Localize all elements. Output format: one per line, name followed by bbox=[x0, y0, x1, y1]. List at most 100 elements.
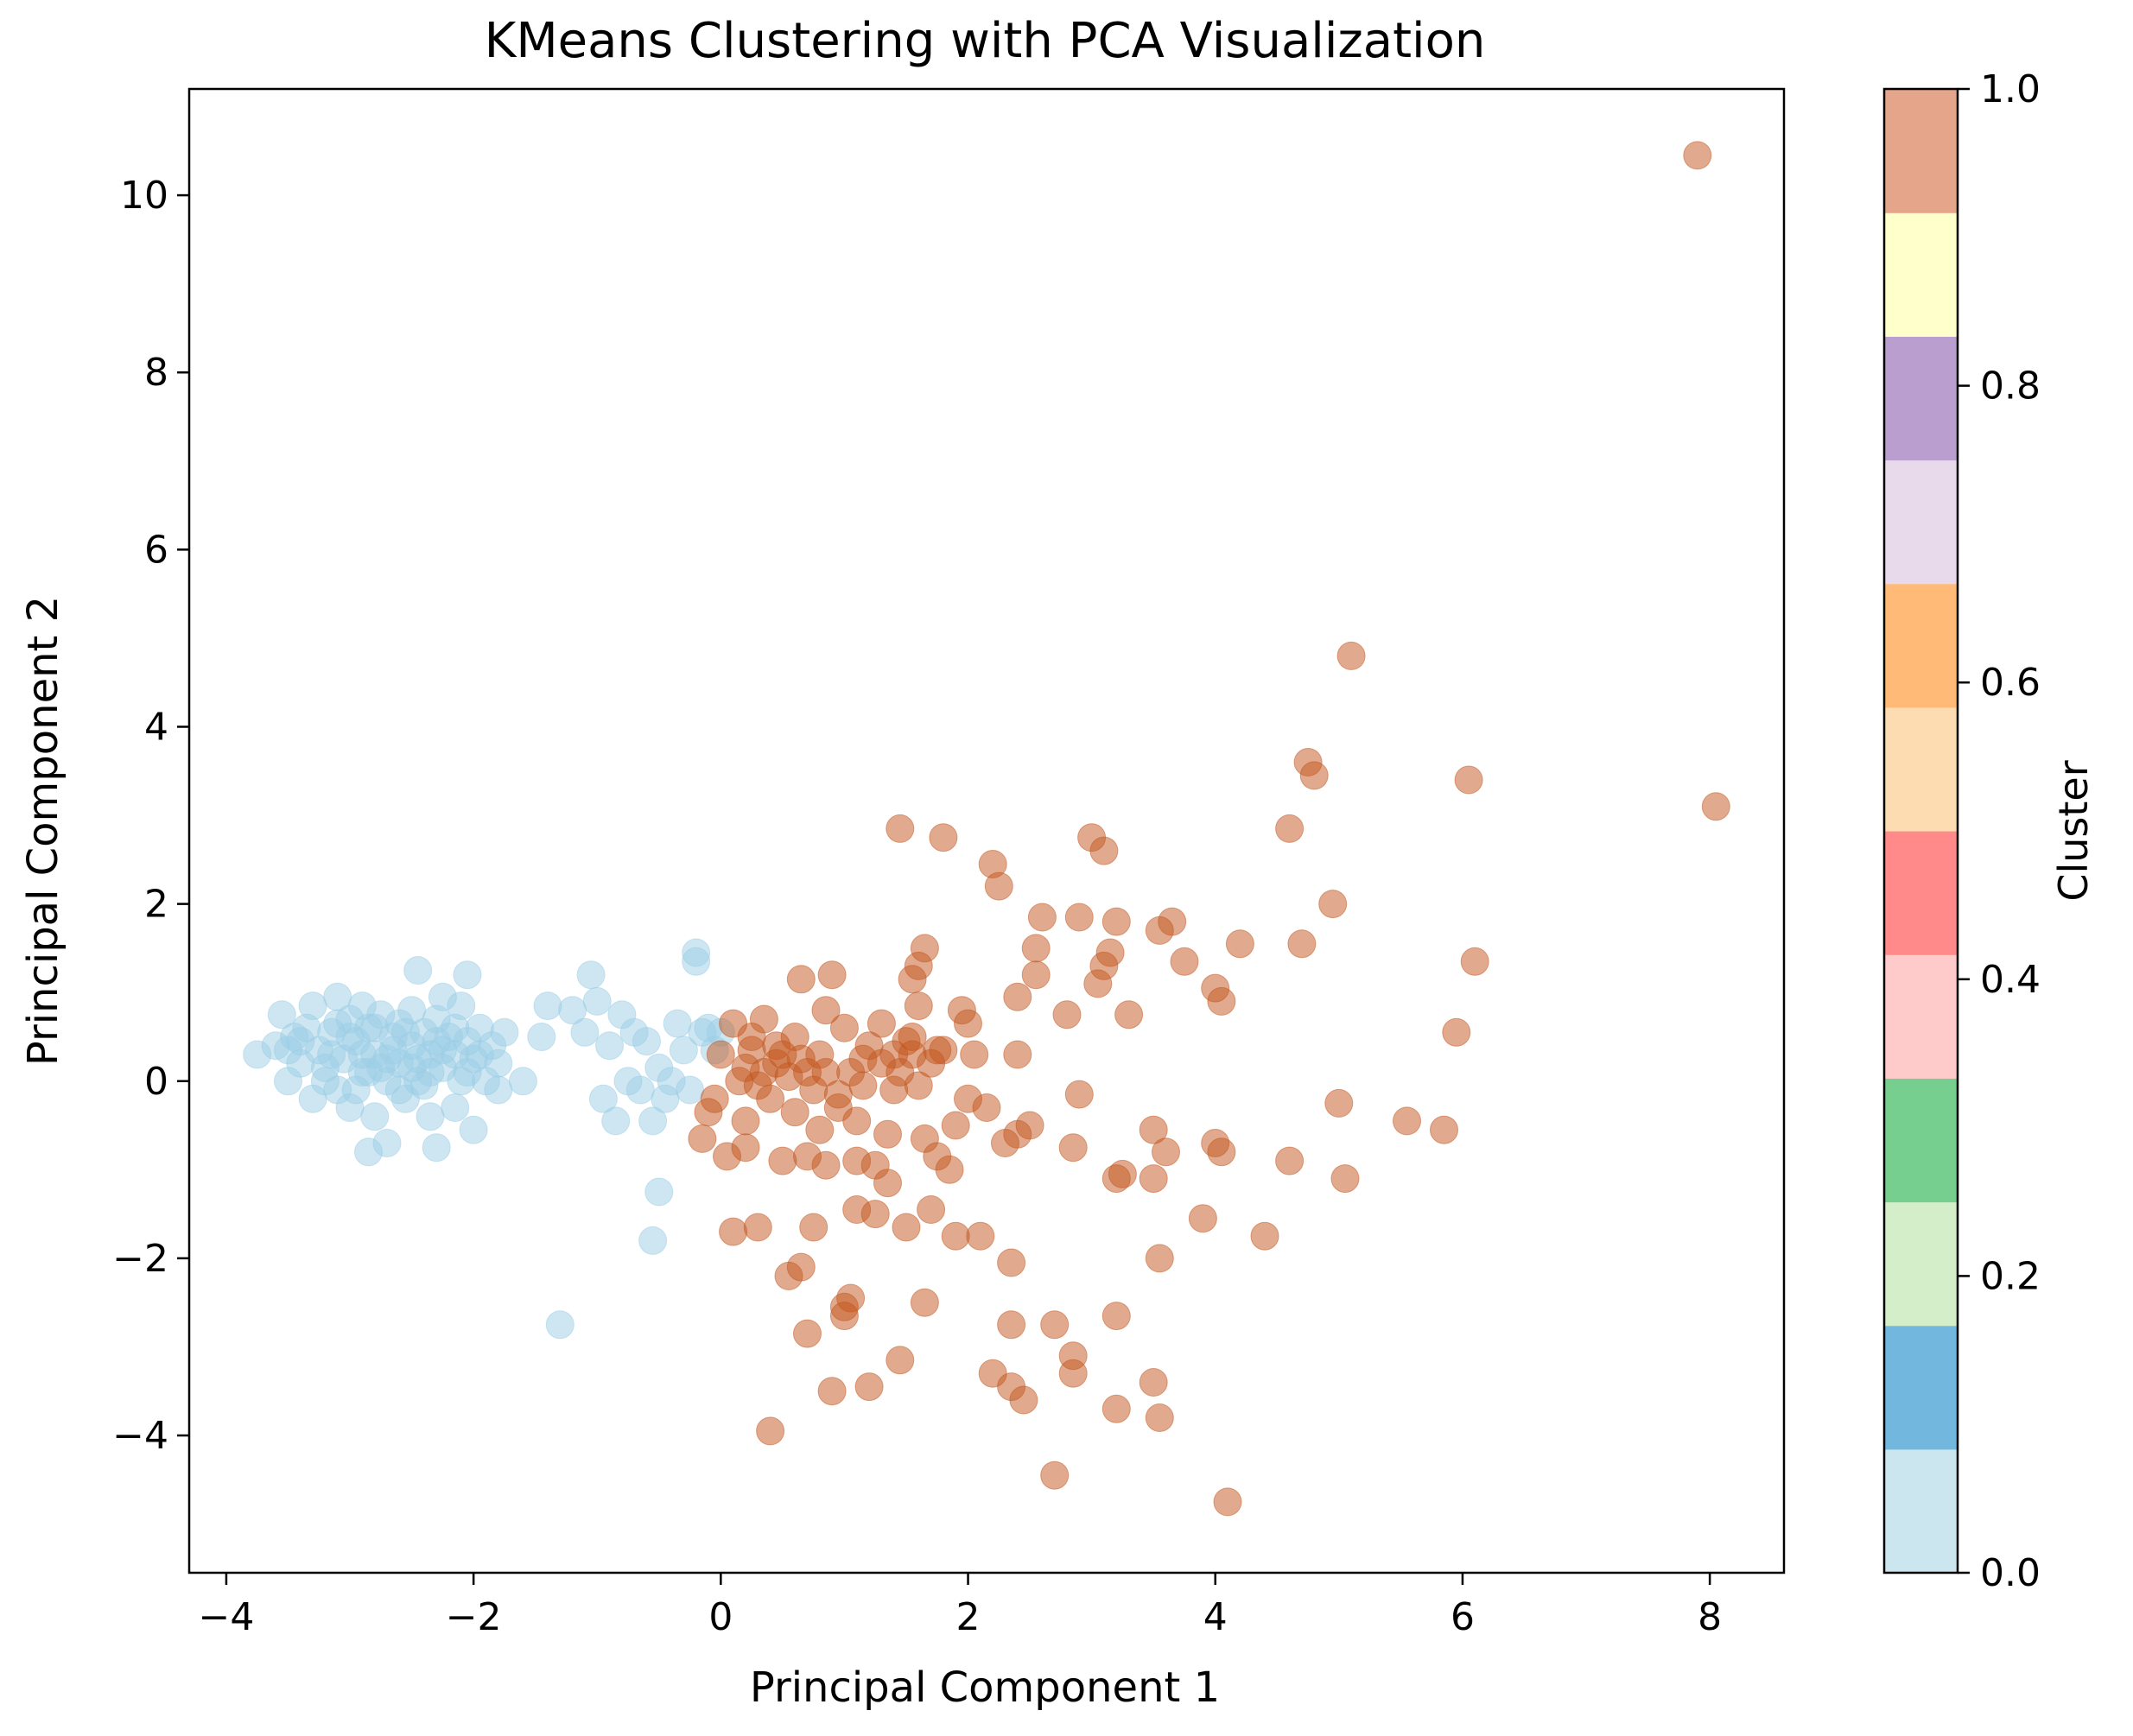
data-point-cluster-1-95 bbox=[867, 1009, 896, 1038]
data-point-cluster-1-120 bbox=[774, 1261, 803, 1290]
data-point-cluster-1-137 bbox=[688, 1124, 717, 1153]
data-point-cluster-1-66 bbox=[978, 1359, 1007, 1388]
colorbar-tick-label: 0.4 bbox=[1980, 958, 2041, 1002]
colorbar-segment-7 bbox=[1884, 583, 1958, 708]
data-point-cluster-0-7 bbox=[298, 992, 327, 1021]
data-point-cluster-0-43 bbox=[441, 1093, 470, 1122]
data-point-cluster-0-106 bbox=[465, 1040, 494, 1069]
data-point-cluster-1-4 bbox=[1299, 761, 1329, 790]
data-point-cluster-1-158 bbox=[879, 1075, 909, 1105]
colorbar-segment-11 bbox=[1884, 89, 1958, 213]
data-point-cluster-1-56 bbox=[1003, 982, 1032, 1011]
colorbar-label: Cluster bbox=[2050, 760, 2097, 901]
y-axis-ticks: −4 −2 0 2 4 6 8 10 bbox=[112, 174, 189, 1458]
data-point-cluster-1-132 bbox=[719, 1217, 748, 1246]
data-point-cluster-0-109 bbox=[422, 1027, 451, 1056]
data-point-cluster-1-57 bbox=[1003, 1040, 1032, 1069]
data-point-cluster-1-28 bbox=[1152, 1137, 1180, 1167]
colorbar-segment-8 bbox=[1884, 459, 1958, 585]
data-point-cluster-1-103 bbox=[829, 1013, 859, 1042]
data-point-cluster-1-108 bbox=[811, 996, 841, 1025]
x-axis-label: Principal Component 1 bbox=[750, 1663, 1220, 1712]
data-point-cluster-1-152 bbox=[898, 1023, 927, 1051]
data-point-cluster-1-97 bbox=[854, 1372, 884, 1402]
data-point-cluster-1-70 bbox=[954, 1084, 982, 1113]
data-point-cluster-0-108 bbox=[397, 1053, 427, 1082]
data-point-cluster-1-51 bbox=[1040, 1460, 1070, 1490]
data-point-cluster-1-31 bbox=[1139, 1368, 1168, 1397]
data-point-cluster-1-5 bbox=[1454, 765, 1483, 795]
data-point-cluster-1-60 bbox=[997, 1310, 1026, 1340]
data-point-cluster-0-54 bbox=[484, 1075, 513, 1105]
colorbar-segment-5 bbox=[1884, 831, 1958, 955]
data-point-cluster-0-62 bbox=[570, 1017, 600, 1047]
scatter-points bbox=[243, 141, 1730, 1517]
data-point-cluster-0-33 bbox=[403, 956, 433, 985]
data-point-cluster-1-91 bbox=[886, 1346, 915, 1375]
data-point-cluster-1-7 bbox=[1318, 890, 1348, 919]
data-point-cluster-1-23 bbox=[1213, 1487, 1242, 1517]
data-point-cluster-1-121 bbox=[768, 1146, 797, 1175]
data-point-cluster-0-39 bbox=[422, 1133, 451, 1163]
data-point-cluster-1-90 bbox=[886, 814, 915, 843]
data-point-cluster-1-154 bbox=[929, 1036, 958, 1065]
data-point-cluster-1-82 bbox=[898, 965, 927, 994]
data-point-cluster-1-74 bbox=[941, 1221, 970, 1251]
data-point-cluster-1-112 bbox=[805, 1115, 835, 1144]
data-point-cluster-1-159 bbox=[737, 1023, 766, 1051]
data-point-cluster-1-119 bbox=[780, 1098, 809, 1127]
x-tick-label: −4 bbox=[198, 1595, 254, 1639]
data-point-cluster-1-101 bbox=[842, 1195, 872, 1224]
data-point-cluster-1-59 bbox=[997, 1248, 1026, 1277]
data-point-cluster-0-67 bbox=[601, 1106, 631, 1136]
data-point-cluster-1-1 bbox=[1701, 792, 1730, 821]
data-point-cluster-0-83 bbox=[682, 947, 711, 976]
x-tick-label: 6 bbox=[1451, 1595, 1475, 1639]
data-point-cluster-1-86 bbox=[910, 1288, 939, 1317]
data-point-cluster-0-49 bbox=[459, 1115, 488, 1144]
data-point-cluster-1-49 bbox=[1052, 1000, 1082, 1030]
data-point-cluster-1-62 bbox=[1009, 1385, 1038, 1415]
data-point-cluster-1-22 bbox=[1188, 1204, 1217, 1233]
y-tick-label: 8 bbox=[144, 351, 168, 395]
y-tick-label: 6 bbox=[144, 528, 168, 572]
data-point-cluster-1-25 bbox=[1158, 907, 1187, 936]
colorbar-tick-label: 0.0 bbox=[1980, 1551, 2041, 1595]
chart-title: KMeans Clustering with PCA Visualization bbox=[485, 13, 1486, 69]
data-point-cluster-1-8 bbox=[1287, 929, 1317, 959]
data-point-cluster-1-71 bbox=[966, 1221, 995, 1251]
data-point-cluster-0-23 bbox=[360, 1102, 390, 1131]
data-point-cluster-1-85 bbox=[910, 1124, 939, 1153]
colorbar bbox=[1884, 89, 1958, 1574]
data-point-cluster-1-27 bbox=[1139, 1115, 1168, 1144]
y-tick-label: 4 bbox=[144, 705, 168, 749]
data-point-cluster-1-116 bbox=[786, 965, 816, 994]
data-point-cluster-1-18 bbox=[1275, 1146, 1305, 1175]
data-point-cluster-1-146 bbox=[823, 1093, 853, 1122]
data-point-cluster-1-54 bbox=[1021, 960, 1051, 990]
data-point-cluster-1-72 bbox=[947, 996, 976, 1025]
colorbar-tick-label: 0.8 bbox=[1980, 364, 2041, 409]
data-point-cluster-1-53 bbox=[1021, 934, 1051, 963]
data-point-cluster-1-36 bbox=[1083, 969, 1113, 998]
data-point-cluster-1-157 bbox=[756, 1084, 785, 1113]
data-point-cluster-1-133 bbox=[713, 1142, 741, 1171]
data-point-cluster-1-19 bbox=[1250, 1221, 1279, 1251]
colorbar-tick-label: 1.0 bbox=[1980, 67, 2041, 111]
x-tick-label: 0 bbox=[708, 1595, 733, 1639]
data-point-cluster-0-63 bbox=[576, 960, 606, 990]
colorbar-segment-6 bbox=[1884, 706, 1958, 832]
x-tick-label: −2 bbox=[446, 1595, 502, 1639]
data-point-cluster-1-43 bbox=[1114, 1000, 1144, 1030]
data-point-cluster-1-30 bbox=[1145, 1244, 1174, 1273]
data-point-cluster-0-57 bbox=[508, 1067, 537, 1096]
data-point-cluster-1-50 bbox=[1040, 1310, 1070, 1340]
data-point-cluster-1-83 bbox=[904, 992, 933, 1021]
data-point-cluster-0-58 bbox=[527, 1023, 556, 1051]
data-point-cluster-1-126 bbox=[743, 1213, 772, 1242]
data-point-cluster-1-155 bbox=[860, 1150, 890, 1180]
data-point-cluster-1-14 bbox=[1324, 1088, 1354, 1118]
data-point-cluster-1-93 bbox=[873, 1119, 902, 1149]
colorbar-frame bbox=[1882, 87, 1959, 1574]
